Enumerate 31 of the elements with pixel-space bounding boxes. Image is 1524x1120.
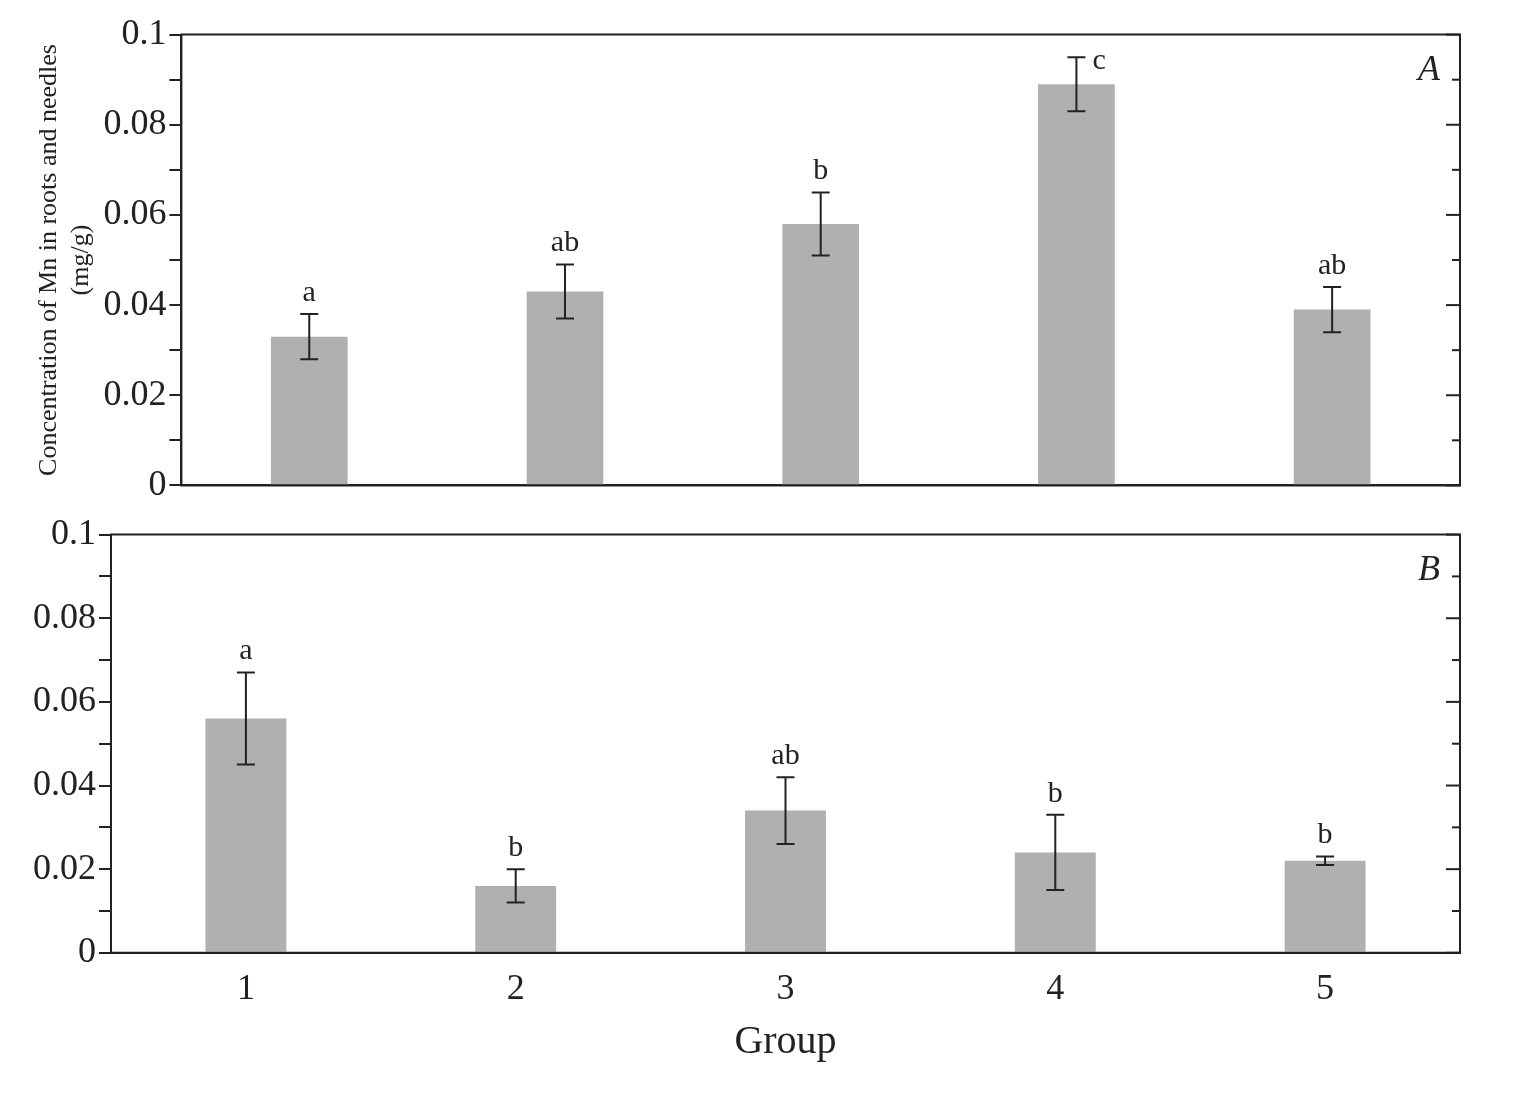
x-tick-label: 2	[506, 966, 525, 1007]
annotation: a	[239, 632, 253, 666]
y-tick-label: 0.08	[103, 102, 167, 143]
y-tick-label: 0.08	[33, 595, 96, 636]
x-tick-label: 3	[776, 966, 795, 1007]
y-tick-label: 0.1	[51, 512, 96, 553]
y-tick-label: 0	[78, 930, 96, 971]
annotation: b	[508, 829, 524, 863]
y-tick-label: 0.1	[121, 12, 167, 53]
annotation: b	[813, 152, 829, 186]
annotation: b	[1047, 774, 1063, 808]
y-tick-label: 0.04	[103, 282, 167, 323]
y-tick-label: 0.06	[33, 679, 96, 720]
annotation: A	[1416, 48, 1441, 89]
y-tick-label: 0.06	[103, 192, 167, 233]
annotation: B	[1418, 548, 1440, 589]
annotation: a	[302, 273, 316, 307]
annotation: b	[1317, 816, 1333, 850]
annotation: c	[1092, 42, 1106, 76]
x-tick-label: 5	[1316, 966, 1335, 1007]
y-tick-label: 0.02	[103, 372, 167, 413]
y-tick-label: 0	[148, 462, 167, 503]
annotation: ab	[771, 737, 800, 771]
y-tick-label: 0.02	[33, 846, 96, 887]
y-tick-label: 0.04	[33, 762, 96, 803]
annotation: ab	[1317, 246, 1347, 280]
y-axis-title: Concentration of Mn in roots and needles (mg/g)	[33, 44, 94, 476]
annotation: ab	[550, 224, 580, 258]
x-tick-label: 4	[1046, 966, 1065, 1007]
x-axis-title: Group	[734, 1016, 837, 1062]
x-tick-label: 1	[236, 966, 255, 1007]
